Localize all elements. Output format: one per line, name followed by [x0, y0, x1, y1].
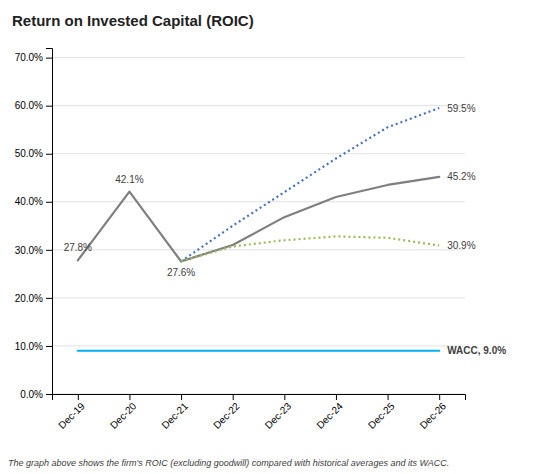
- y-tick-mark: [46, 298, 52, 299]
- grid-line: [52, 201, 465, 202]
- y-tick-mark: [46, 154, 52, 155]
- annotation: 59.5%: [447, 103, 475, 114]
- y-tick-label: 30.0%: [15, 245, 43, 256]
- x-tick-mark: [284, 394, 285, 400]
- x-tick-mark: [336, 394, 337, 400]
- x-tick-label: Dec-21: [159, 400, 190, 431]
- footnote: The graph above shows the firm's ROIC (e…: [8, 458, 449, 468]
- x-tick: Dec-24: [314, 394, 345, 431]
- y-tick: 20.0%: [15, 293, 52, 304]
- y-tick-mark: [46, 106, 52, 107]
- annotation: WACC, 9.0%: [447, 345, 506, 356]
- annotations: 27.8% 42.1% 27.6% 59.5% 45.2% 30.9% WACC, 9.0%: [64, 103, 507, 357]
- annotation: 42.1%: [115, 174, 143, 185]
- y-tick: 10.0%: [15, 341, 52, 352]
- x-axis-line: [53, 395, 466, 401]
- x-tick-label: Dec-24: [314, 400, 345, 431]
- y-tick-mark: [46, 58, 52, 59]
- annotation: 27.8%: [64, 242, 92, 253]
- x-tick-label: Dec-23: [263, 400, 294, 431]
- grid-line: [52, 57, 465, 58]
- annotation: 45.2%: [447, 171, 475, 182]
- series-line: [78, 192, 181, 262]
- x-tick-mark: [233, 394, 234, 400]
- x-tick: Dec-23: [263, 394, 294, 431]
- y-tick-label: 60.0%: [15, 100, 43, 111]
- x-tick: Dec-20: [108, 394, 139, 431]
- x-tick-label: Dec-19: [56, 400, 87, 431]
- x-tick-mark: [181, 394, 182, 400]
- grid-line: [52, 345, 465, 346]
- x-tick: Dec-21: [159, 394, 190, 431]
- x-axis: Dec-19 Dec-20 Dec-21 Dec-22 Dec-23 Dec-24 Dec-…: [53, 394, 466, 431]
- grid: [52, 58, 465, 394]
- y-tick-label: 20.0%: [15, 293, 43, 304]
- grid-line: [52, 249, 465, 250]
- y-tick-label: 10.0%: [15, 341, 43, 352]
- y-axis-line: [46, 49, 53, 395]
- x-tick-mark: [388, 394, 389, 400]
- y-tick-mark: [46, 250, 52, 251]
- title: Return on Invested Capital (ROIC): [12, 12, 254, 29]
- y-tick-label: 0.0%: [20, 389, 43, 400]
- grid-line: [52, 105, 465, 106]
- y-tick-label: 40.0%: [15, 196, 43, 207]
- y-tick-mark: [46, 202, 52, 203]
- y-tick: 40.0%: [15, 196, 52, 207]
- x-tick-label: Dec-22: [211, 400, 242, 431]
- y-tick-mark: [46, 346, 52, 347]
- grid-line: [52, 153, 465, 154]
- y-tick: 0.0%: [20, 389, 52, 400]
- x-tick: Dec-26: [418, 394, 449, 431]
- y-tick: 60.0%: [15, 100, 52, 111]
- y-tick: 50.0%: [15, 148, 52, 159]
- y-tick-mark: [46, 394, 52, 395]
- x-tick-mark: [439, 394, 440, 400]
- x-tick: Dec-22: [211, 394, 242, 431]
- chart: Return on Invested Capital (ROIC) 0.0% 10.…: [0, 0, 543, 474]
- x-tick-label: Dec-20: [108, 400, 139, 431]
- annotation: 30.9%: [447, 240, 475, 251]
- x-tick-mark: [129, 394, 130, 400]
- annotation: 27.6%: [167, 267, 195, 278]
- y-tick: 30.0%: [15, 245, 52, 256]
- series-line: [181, 177, 439, 262]
- x-tick-label: Dec-25: [366, 400, 397, 431]
- x-tick-mark: [78, 394, 79, 400]
- series-line: [181, 236, 439, 261]
- x-tick-label: Dec-26: [418, 400, 449, 431]
- series-line: [78, 350, 439, 352]
- y-axis: 0.0% 10.0% 20.0% 30.0% 40.0% 50.0% 60.0% 70.0%: [15, 49, 53, 400]
- y-tick-label: 50.0%: [15, 148, 43, 159]
- plot: 0.0% 10.0% 20.0% 30.0% 40.0% 50.0% 60.0% 70.0% D…: [15, 49, 507, 431]
- series-line: [181, 108, 439, 261]
- lines: [78, 108, 439, 351]
- y-tick-label: 70.0%: [15, 52, 43, 63]
- grid-line: [52, 297, 465, 298]
- y-tick: 70.0%: [15, 52, 52, 63]
- x-tick: Dec-19: [56, 394, 87, 431]
- x-tick: Dec-25: [366, 394, 397, 431]
